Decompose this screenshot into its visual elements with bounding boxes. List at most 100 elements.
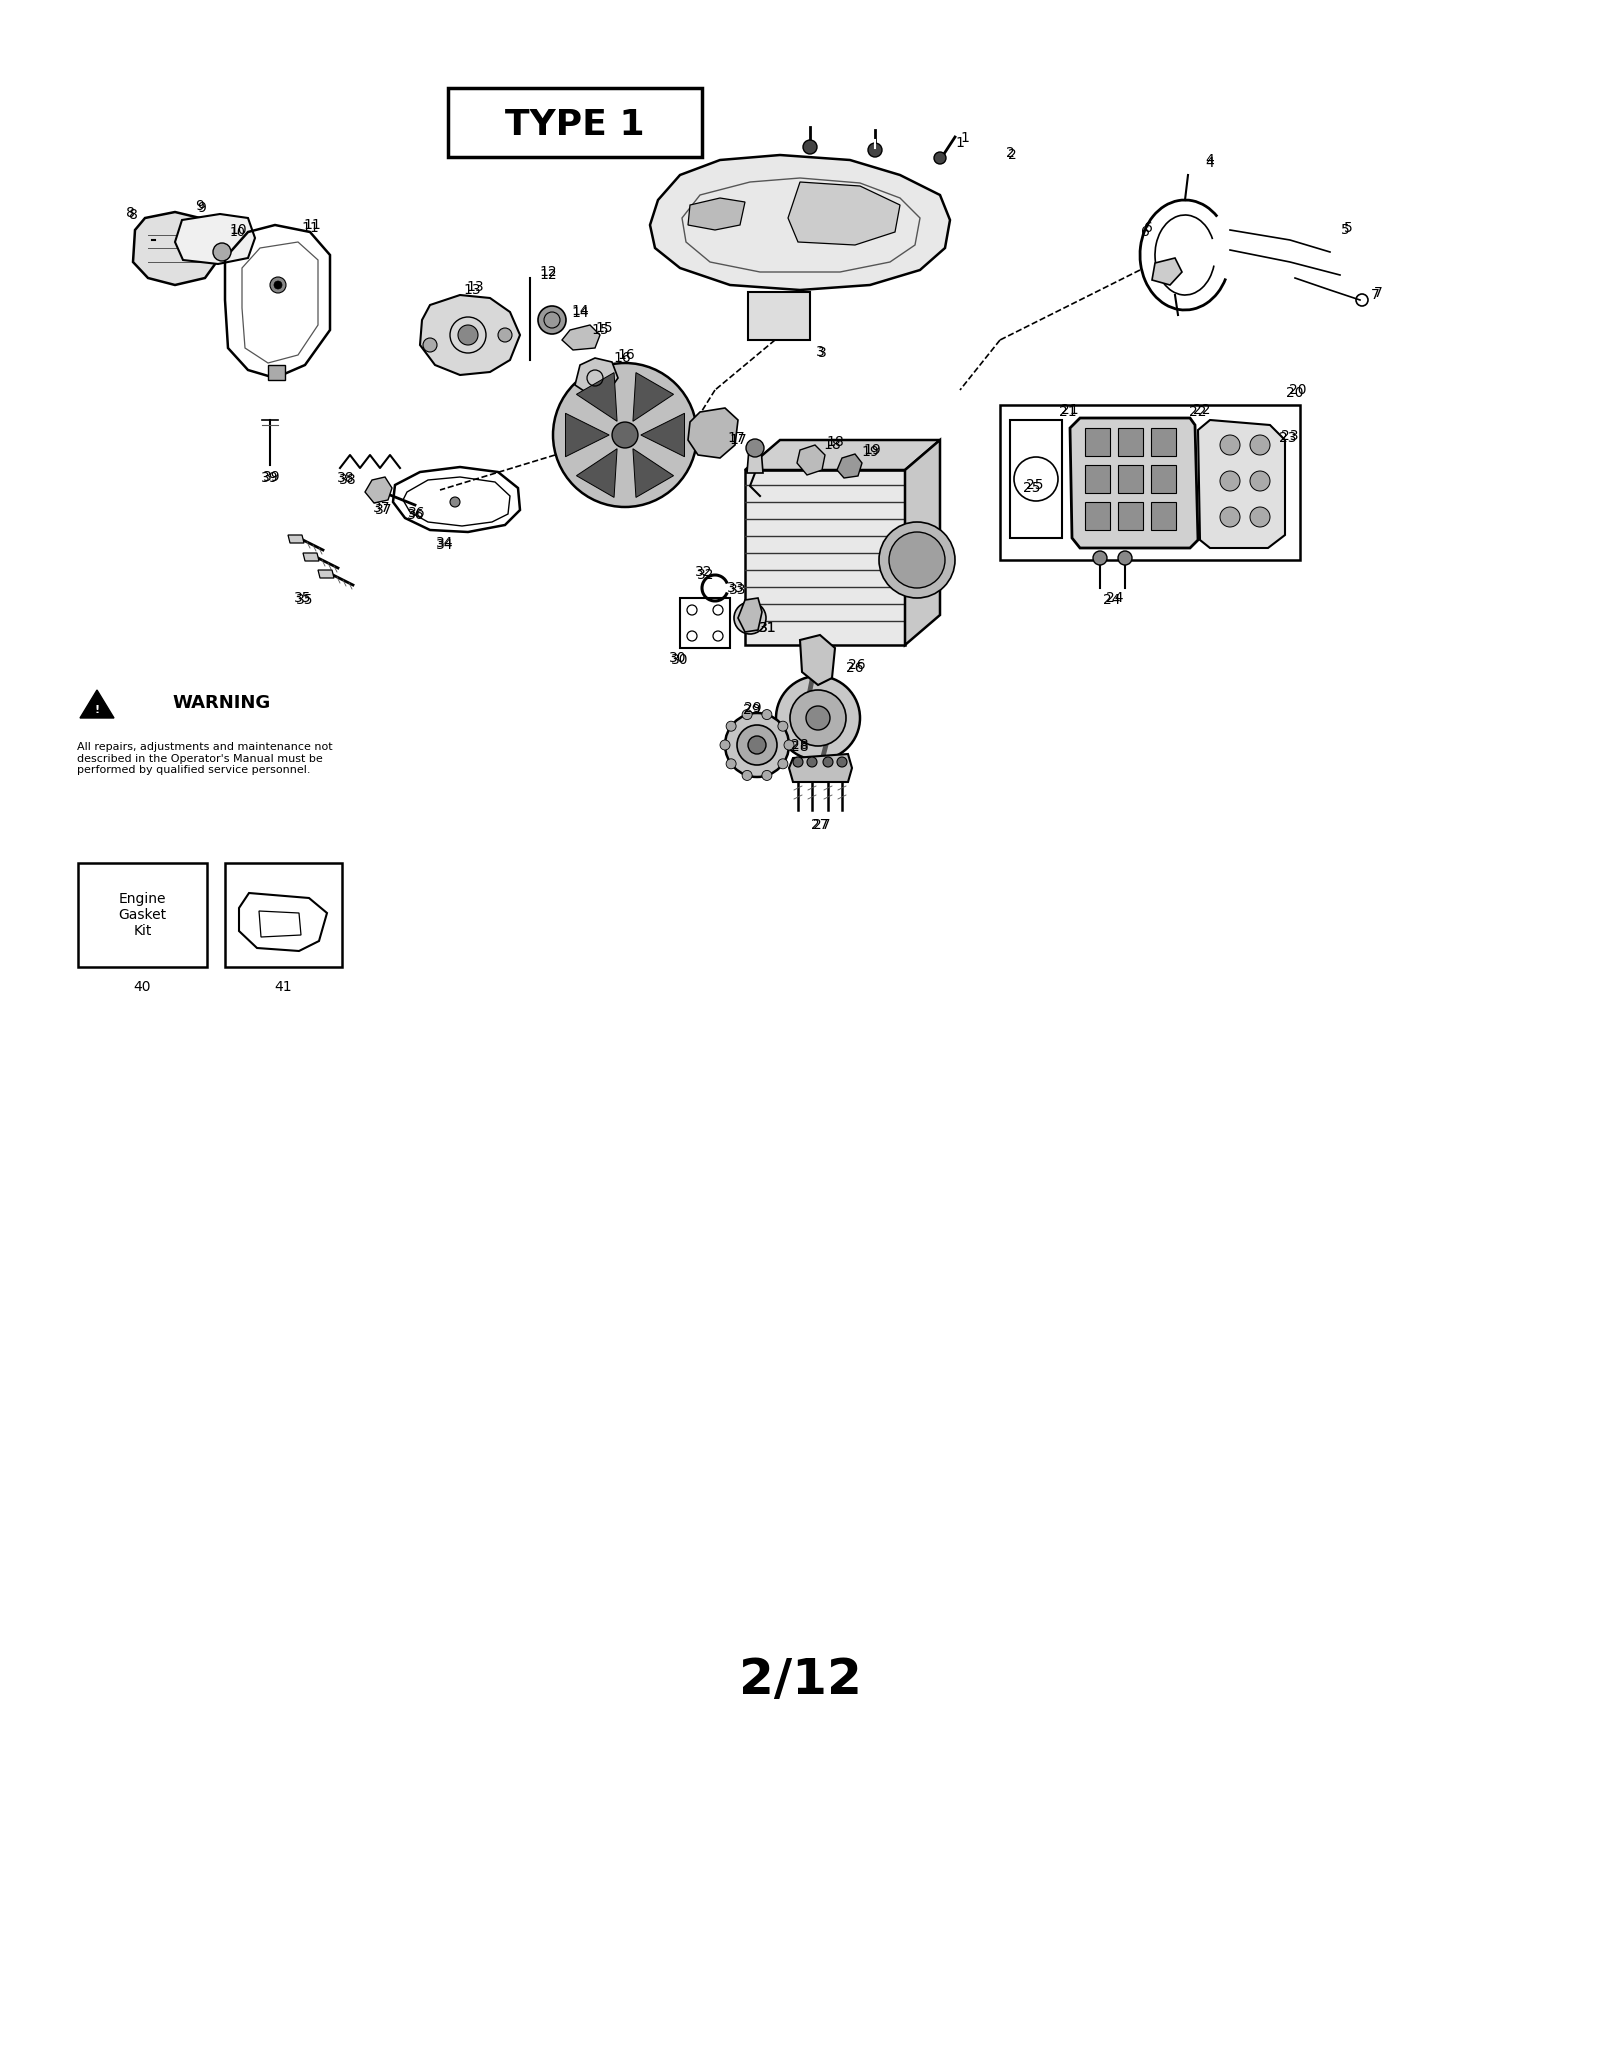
- Circle shape: [450, 497, 461, 507]
- Text: !: !: [94, 706, 99, 714]
- Polygon shape: [1150, 428, 1176, 455]
- Circle shape: [738, 724, 778, 766]
- FancyBboxPatch shape: [78, 863, 206, 967]
- Circle shape: [422, 337, 437, 352]
- Text: 14: 14: [571, 306, 589, 321]
- Text: 6: 6: [1144, 221, 1152, 236]
- Polygon shape: [1118, 466, 1142, 493]
- Circle shape: [1221, 435, 1240, 455]
- Polygon shape: [365, 476, 392, 503]
- Circle shape: [1250, 472, 1270, 491]
- Polygon shape: [1070, 418, 1198, 549]
- Text: WARNING: WARNING: [173, 693, 270, 712]
- Text: 13: 13: [462, 284, 482, 296]
- Text: 10: 10: [230, 226, 246, 238]
- Text: 31: 31: [758, 621, 778, 635]
- Text: 24: 24: [1104, 592, 1120, 607]
- Text: 25: 25: [1024, 480, 1040, 495]
- Circle shape: [762, 710, 771, 720]
- Circle shape: [213, 242, 230, 261]
- Circle shape: [458, 325, 478, 346]
- Circle shape: [806, 706, 830, 731]
- Circle shape: [1093, 551, 1107, 565]
- Text: 15: 15: [595, 321, 613, 335]
- Text: 34: 34: [437, 536, 454, 551]
- Circle shape: [498, 327, 512, 342]
- Circle shape: [726, 760, 736, 768]
- Circle shape: [1221, 507, 1240, 528]
- Text: 1: 1: [955, 137, 965, 149]
- Polygon shape: [634, 449, 674, 497]
- Text: 17: 17: [726, 431, 746, 445]
- Text: 2: 2: [1008, 147, 1016, 161]
- Polygon shape: [1150, 466, 1176, 493]
- Polygon shape: [562, 325, 600, 350]
- Polygon shape: [1085, 503, 1110, 530]
- Text: 5: 5: [1341, 224, 1349, 236]
- Circle shape: [1163, 267, 1173, 277]
- Circle shape: [1221, 472, 1240, 491]
- Polygon shape: [574, 358, 618, 395]
- Circle shape: [554, 362, 698, 507]
- Text: 20: 20: [1286, 385, 1304, 400]
- Circle shape: [1118, 551, 1133, 565]
- Polygon shape: [747, 447, 763, 474]
- Text: All repairs, adjustments and maintenance not
described in the Operator's Manual : All repairs, adjustments and maintenance…: [77, 741, 333, 774]
- Circle shape: [742, 611, 758, 625]
- Text: 13: 13: [466, 279, 483, 294]
- Polygon shape: [738, 598, 762, 631]
- Circle shape: [1250, 435, 1270, 455]
- Text: 35: 35: [296, 592, 314, 607]
- Polygon shape: [318, 569, 334, 578]
- Text: 27: 27: [811, 818, 829, 832]
- Text: 1: 1: [960, 130, 970, 145]
- Polygon shape: [1118, 503, 1142, 530]
- FancyBboxPatch shape: [226, 863, 342, 967]
- Polygon shape: [1150, 503, 1176, 530]
- Text: 4: 4: [1206, 155, 1214, 170]
- Circle shape: [725, 712, 789, 776]
- Text: 21: 21: [1059, 406, 1077, 418]
- Polygon shape: [797, 445, 826, 474]
- Circle shape: [778, 720, 787, 731]
- Text: 37: 37: [373, 501, 390, 515]
- Polygon shape: [787, 182, 899, 244]
- Text: 25: 25: [1026, 478, 1043, 493]
- Text: 19: 19: [862, 443, 882, 457]
- Polygon shape: [80, 689, 114, 718]
- Circle shape: [762, 770, 771, 780]
- Text: 27: 27: [813, 818, 830, 832]
- Circle shape: [837, 758, 846, 768]
- Circle shape: [720, 739, 730, 749]
- Text: 41: 41: [274, 979, 291, 994]
- Text: 39: 39: [261, 472, 278, 484]
- Text: 18: 18: [822, 439, 842, 451]
- Text: 29: 29: [742, 704, 762, 716]
- Polygon shape: [749, 292, 810, 339]
- Text: 38: 38: [338, 472, 355, 484]
- Text: 12: 12: [539, 267, 557, 282]
- Text: 26: 26: [846, 660, 864, 675]
- Circle shape: [270, 277, 286, 294]
- Text: 30: 30: [669, 650, 686, 664]
- Circle shape: [538, 306, 566, 333]
- Text: 23: 23: [1282, 428, 1299, 443]
- Polygon shape: [1085, 428, 1110, 455]
- Text: 32: 32: [698, 567, 715, 582]
- Polygon shape: [302, 553, 318, 561]
- Circle shape: [746, 439, 765, 457]
- Text: 26: 26: [848, 658, 866, 673]
- Polygon shape: [1118, 428, 1142, 455]
- Text: 3: 3: [816, 346, 824, 358]
- Text: 8: 8: [128, 207, 138, 221]
- Text: 11: 11: [301, 221, 318, 236]
- Text: 36: 36: [406, 507, 426, 522]
- Circle shape: [742, 710, 752, 720]
- Polygon shape: [1085, 466, 1110, 493]
- Polygon shape: [906, 441, 941, 646]
- Text: 17: 17: [730, 433, 747, 447]
- Circle shape: [934, 151, 946, 164]
- Text: 29: 29: [744, 702, 762, 714]
- Text: 39: 39: [262, 470, 282, 484]
- FancyBboxPatch shape: [61, 679, 442, 822]
